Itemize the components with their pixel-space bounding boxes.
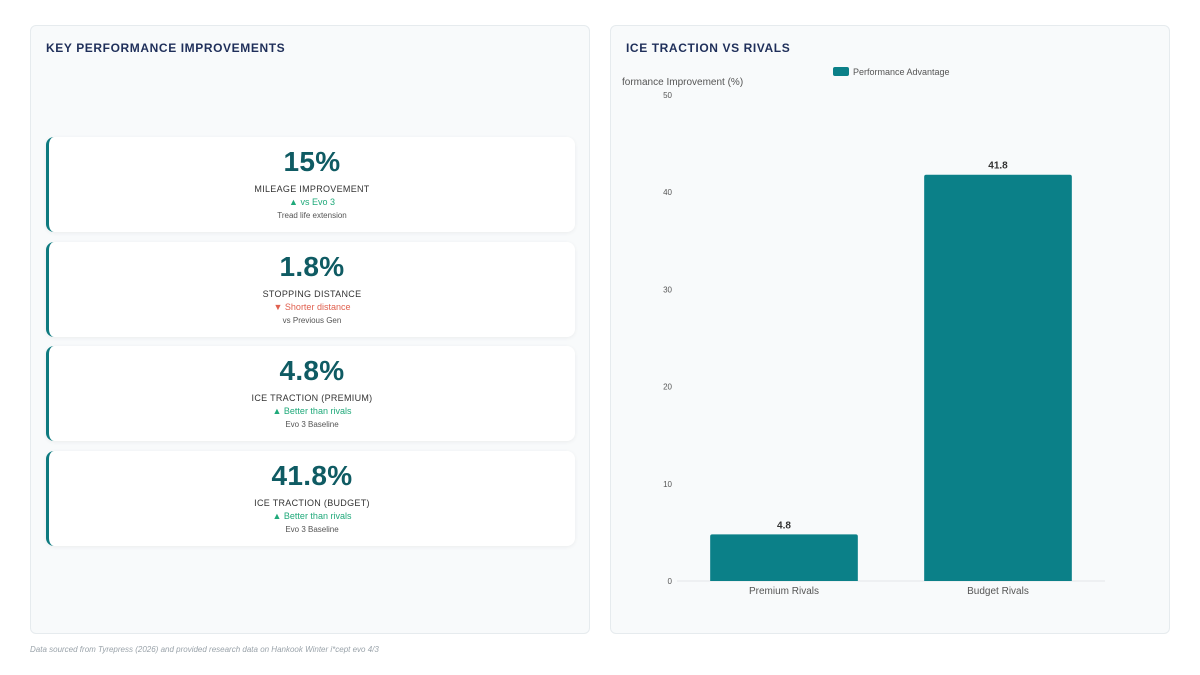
- kpi-label: ICE TRACTION (BUDGET): [254, 498, 370, 508]
- kpi-value: 15%: [283, 146, 341, 177]
- kpi-value: 4.8%: [279, 355, 345, 386]
- kpi-label: STOPPING DISTANCE: [262, 289, 362, 299]
- bar-chart: Performance Advantage formance Improvemen…: [622, 67, 1105, 597]
- kpi-change: ▲ Better than rivals: [272, 511, 352, 521]
- kpi-label: ICE TRACTION (PREMIUM): [251, 393, 373, 403]
- legend-swatch: [833, 67, 849, 76]
- x-tick-label: Premium Rivals: [749, 586, 819, 597]
- chart-panel: ICE TRACTION VS RIVALS Performance Advan…: [610, 25, 1170, 634]
- kpi-panel: KEY PERFORMANCE IMPROVEMENTS 15% MILEAGE…: [30, 25, 590, 634]
- bar: [710, 534, 858, 581]
- kpi-subtext: vs Previous Gen: [282, 316, 342, 325]
- y-tick-label: 0: [668, 577, 673, 586]
- kpi-change: ▲ Better than rivals: [272, 406, 352, 416]
- y-tick-label: 20: [663, 383, 672, 392]
- kpi-card-mileage: 15% MILEAGE IMPROVEMENT ▲ vs Evo 3 Tread…: [46, 137, 575, 232]
- kpi-change: ▼ Shorter distance: [273, 302, 351, 312]
- x-tick-label: Budget Rivals: [967, 586, 1029, 597]
- kpi-label: MILEAGE IMPROVEMENT: [254, 184, 370, 194]
- kpi-value: 1.8%: [279, 251, 345, 282]
- kpi-card-stopping-distance: 1.8% STOPPING DISTANCE ▼ Shorter distanc…: [46, 242, 575, 337]
- y-tick-label: 30: [663, 285, 672, 294]
- kpi-subtext: Evo 3 Baseline: [285, 525, 339, 534]
- kpi-panel-title: KEY PERFORMANCE IMPROVEMENTS: [46, 41, 286, 55]
- data-label: 4.8: [777, 520, 791, 531]
- y-axis-title: formance Improvement (%): [622, 77, 743, 88]
- chart-panel-title: ICE TRACTION VS RIVALS: [626, 41, 791, 55]
- data-label: 41.8: [988, 161, 1008, 172]
- bar: [924, 174, 1072, 582]
- legend-label: Performance Advantage: [853, 67, 950, 77]
- y-tick-label: 10: [663, 480, 672, 489]
- y-tick-label: 40: [663, 188, 672, 197]
- kpi-card-ice-traction-premium: 4.8% ICE TRACTION (PREMIUM) ▲ Better tha…: [46, 346, 575, 441]
- y-tick-label: 50: [663, 91, 672, 100]
- kpi-change: ▲ vs Evo 3: [289, 197, 335, 207]
- kpi-subtext: Evo 3 Baseline: [285, 420, 339, 429]
- kpi-subtext: Tread life extension: [277, 211, 347, 220]
- kpi-card-ice-traction-budget: 41.8% ICE TRACTION (BUDGET) ▲ Better tha…: [46, 451, 575, 546]
- source-footnote: Data sourced from Tyrepress (2026) and p…: [30, 645, 379, 654]
- kpi-value: 41.8%: [271, 460, 353, 491]
